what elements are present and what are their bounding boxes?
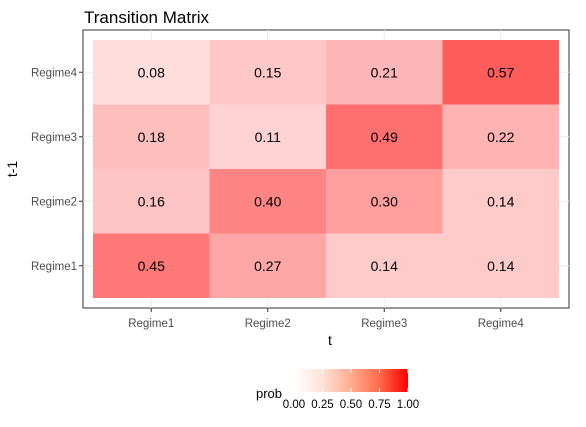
cell-value-label: 0.14 <box>487 193 514 209</box>
cell-value-label: 0.49 <box>371 129 398 145</box>
legend-tick-label: 0.00 <box>283 399 305 411</box>
legend-tick-label: 0.25 <box>311 399 333 411</box>
x-tick-label: Regime1 <box>128 318 174 330</box>
legend-tick-label: 0.75 <box>368 399 390 411</box>
cell-value-label: 0.11 <box>255 129 281 145</box>
cell-value-label: 0.30 <box>371 193 398 209</box>
x-tick-label: Regime3 <box>361 318 407 330</box>
cell-value-label: 0.57 <box>487 64 514 80</box>
chart-title: Transition Matrix <box>84 8 210 27</box>
y-tick-label: Regime4 <box>31 67 78 79</box>
heatmap-cell <box>442 233 559 298</box>
legend-title: prob <box>256 386 282 401</box>
cell-value-label: 0.21 <box>371 64 398 80</box>
legend-ticks: 0.00 0.25 0.50 0.75 1.00 <box>283 369 419 411</box>
heatmap-cell <box>93 233 210 298</box>
cell-value-label: 0.22 <box>487 129 514 145</box>
x-axis-title: t <box>328 332 332 348</box>
cell-value-label: 0.16 <box>138 193 165 209</box>
heatmap-cell <box>442 104 559 169</box>
legend-colorbar <box>294 369 408 392</box>
y-axis-title: t-1 <box>4 161 20 178</box>
color-legend: prob 0.00 0.25 0.50 0.75 1.00 <box>256 369 419 411</box>
legend-tick-label: 1.00 <box>397 399 419 411</box>
cell-value-label: 0.27 <box>254 258 281 274</box>
heatmap-cell <box>326 233 443 298</box>
y-tick-label: Regime3 <box>31 132 77 144</box>
y-tick-label: Regime2 <box>31 196 77 208</box>
cell-value-label: 0.14 <box>371 258 398 274</box>
heatmap-cell <box>209 104 326 169</box>
plot-panel-border <box>82 29 570 309</box>
heatmap-cell <box>209 169 326 234</box>
heatmap-cell <box>442 169 559 234</box>
legend-tick-label: 0.50 <box>340 399 362 411</box>
cell-value-label: 0.18 <box>138 129 165 145</box>
heatmap-cell <box>209 233 326 298</box>
y-tick-label: Regime1 <box>31 261 77 273</box>
heatmap-cells <box>93 40 559 298</box>
cell-value-label: 0.45 <box>138 258 165 274</box>
cell-value-label: 0.14 <box>487 258 514 274</box>
heatmap-cell <box>93 40 210 105</box>
heatmap-cell <box>93 104 210 169</box>
cell-value-label: 0.40 <box>254 193 281 209</box>
heatmap-cell <box>326 104 443 169</box>
y-axis-ticks: Regime1 Regime2 Regime3 Regime4 <box>31 67 83 273</box>
heatmap-cell <box>209 40 326 105</box>
x-tick-label: Regime4 <box>478 318 525 330</box>
x-tick-label: Regime2 <box>245 318 291 330</box>
heatmap-cell <box>93 169 210 234</box>
cell-value-label: 0.08 <box>138 64 165 80</box>
heatmap-cell <box>326 169 443 234</box>
cell-labels: 0.45 0.27 0.14 0.14 0.16 0.40 0.30 0.14 0.18 0.11… <box>138 64 515 274</box>
x-axis-ticks: Regime1 Regime2 Regime3 Regime4 <box>128 308 524 330</box>
heatmap-cell <box>326 40 443 105</box>
cell-value-label: 0.15 <box>254 64 281 80</box>
heatmap-cell <box>442 40 559 105</box>
